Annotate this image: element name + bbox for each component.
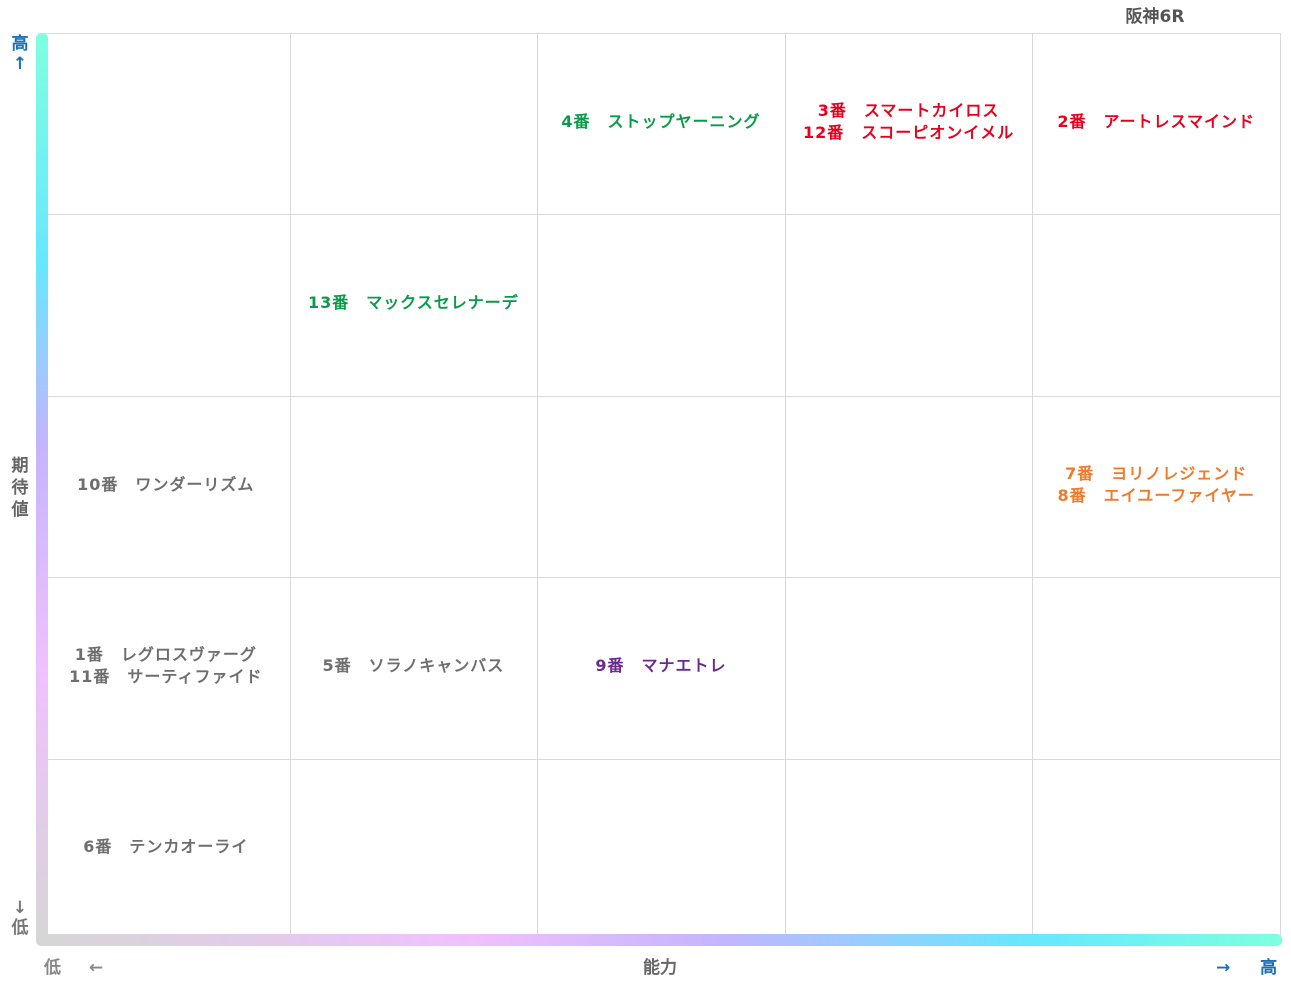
x-axis-low-label: 低 ← bbox=[44, 953, 103, 978]
horse-entry-label: 8番 エイユーファイヤー bbox=[1057, 485, 1255, 505]
horse-entry-label: 11番 サーティファイド bbox=[69, 666, 263, 686]
horse-entry-cell: 7番 ヨリノレジェンド 8番 エイユーファイヤー bbox=[1034, 463, 1278, 507]
horse-entry-cell: 3番 スマートカイロス 12番 スコーピオンイメル bbox=[787, 100, 1031, 144]
x-high-text: 高 bbox=[1260, 958, 1278, 978]
y-axis-high-label: 高 ↑ bbox=[10, 34, 30, 74]
y-axis-name-char: 期 bbox=[11, 456, 29, 476]
arrow-right-icon: → bbox=[1216, 958, 1231, 978]
horse-entry-cell: 4番 ストップヤーニング bbox=[539, 111, 783, 133]
horse-entry-label: 9番 マナエトレ bbox=[595, 655, 727, 675]
arrow-left-icon: ← bbox=[88, 958, 104, 978]
horse-entry-label: 7番 ヨリノレジェンド bbox=[1065, 463, 1248, 483]
x-axis-name: 能力 bbox=[643, 958, 677, 978]
arrow-down-icon: ↓ bbox=[12, 898, 28, 918]
y-axis-name-char: 値 bbox=[11, 500, 29, 520]
y-high-text: 高 bbox=[11, 34, 29, 54]
horse-entry-cell: 9番 マナエトレ bbox=[539, 655, 783, 677]
horse-entry-label: 3番 スマートカイロス bbox=[817, 100, 1000, 120]
horse-entry-label: 2番 アートレスマインド bbox=[1057, 111, 1256, 131]
chart-title: 阪神6R bbox=[1125, 7, 1185, 27]
grid-lines bbox=[42, 33, 1281, 940]
horse-entry-label: 12番 スコーピオンイメル bbox=[802, 122, 1015, 142]
horse-entry-label: 1番 レグロスヴァーグ bbox=[74, 644, 257, 664]
arrow-up-icon: ↑ bbox=[12, 54, 28, 74]
horse-entry-label: 6番 テンカオーライ bbox=[83, 837, 249, 857]
x-axis-bar bbox=[36, 934, 1282, 946]
horse-entry-cell: 2番 アートレスマインド bbox=[1034, 111, 1278, 133]
horse-entry-cell: 5番 ソラノキャンバス bbox=[292, 655, 536, 677]
horse-entry-cell: 13番 マックスセレナーデ bbox=[292, 292, 536, 314]
y-axis-name-char: 待 bbox=[11, 478, 29, 498]
horse-entry-label: 13番 マックスセレナーデ bbox=[307, 293, 519, 313]
y-axis-bar bbox=[36, 33, 48, 943]
horse-entry-cell: 10番 ワンダーリズム bbox=[44, 474, 288, 496]
x-low-text: 低 bbox=[44, 958, 61, 978]
y-axis-low-label: ↓ 低 bbox=[10, 898, 30, 938]
y-axis-name: 期 待 値 bbox=[10, 455, 30, 521]
y-low-text: 低 bbox=[11, 918, 29, 938]
horse-entry-label: 4番 ストップヤーニング bbox=[561, 111, 761, 131]
horse-entry-cell: 6番 テンカオーライ bbox=[44, 836, 288, 858]
horse-entry-cell: 1番 レグロスヴァーグ 11番 サーティファイド bbox=[44, 644, 288, 688]
x-axis-high-label: → 高 bbox=[1216, 953, 1277, 978]
horse-entry-label: 5番 ソラノキャンバス bbox=[322, 655, 505, 675]
horse-entry-label: 10番 ワンダーリズム bbox=[77, 474, 255, 494]
